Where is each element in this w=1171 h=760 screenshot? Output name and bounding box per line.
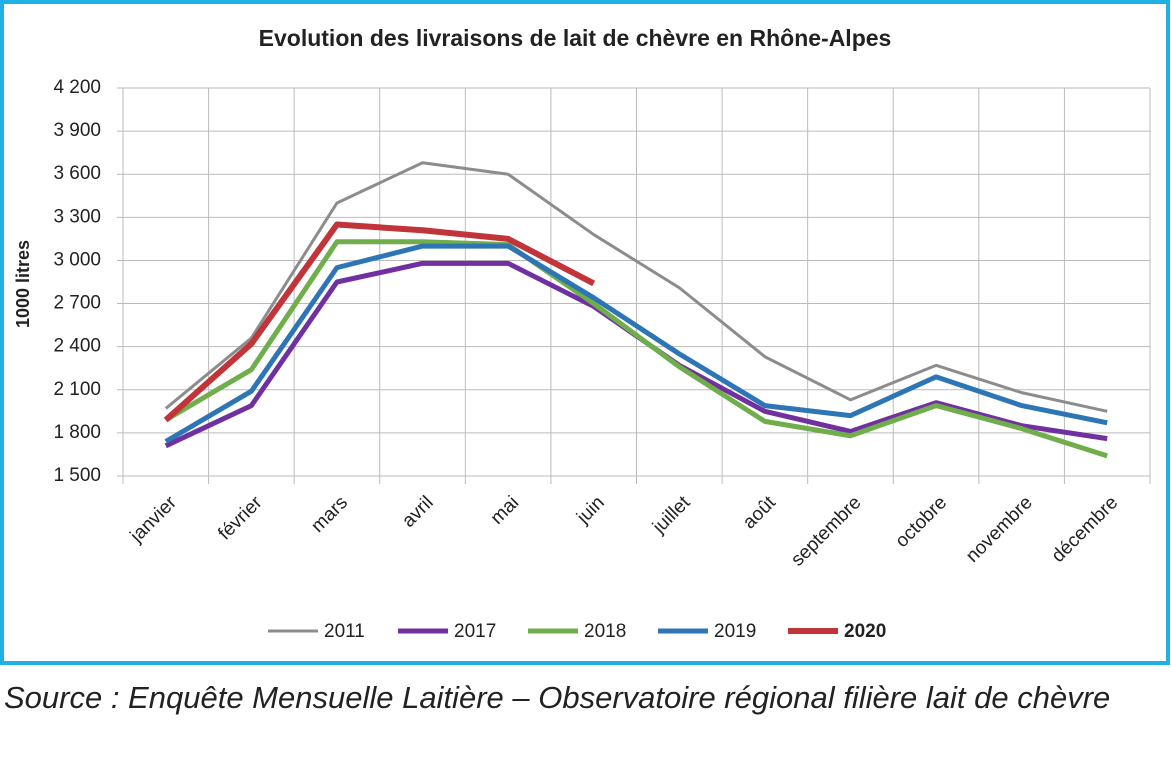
legend-label: 2017	[454, 621, 496, 642]
legend-label: 2011	[324, 621, 365, 642]
frame	[0, 0, 1170, 665]
series-line	[164, 161, 1108, 413]
chart: Evolution des livraisons de lait de chèv…	[0, 0, 1170, 665]
chart-title: Evolution des livraisons de lait de chèv…	[259, 25, 892, 51]
series-line	[163, 221, 596, 423]
legend-label: 2020	[844, 621, 886, 642]
series-line	[164, 243, 1108, 444]
source: Source : Enquête Mensuelle Laitière – Ob…	[4, 680, 1111, 715]
y-tick-label: 2 700	[53, 293, 101, 314]
y-tick-label: 2 400	[53, 336, 101, 357]
series-line	[164, 239, 1108, 459]
legend-label: 2019	[714, 621, 756, 642]
legend-label: 2018	[584, 621, 626, 642]
y-tick-label: 2 100	[53, 379, 101, 400]
y-axis-title: 1000 litres	[13, 240, 33, 328]
y-tick-label: 1 500	[53, 465, 101, 486]
y-tick-label: 1 800	[53, 422, 101, 443]
y-tick-label: 3 300	[53, 206, 101, 227]
y-tick-label: 4 200	[53, 77, 101, 98]
y-tick-label: 3 600	[53, 163, 101, 184]
y-tick-label: 3 000	[53, 249, 101, 270]
y-tick-label: 3 900	[53, 120, 101, 141]
